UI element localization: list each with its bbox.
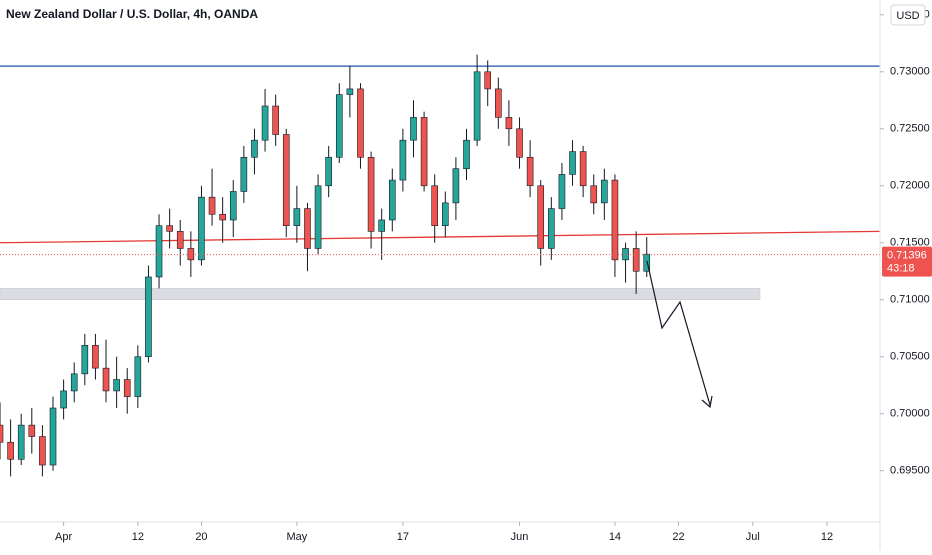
candle-body — [39, 436, 46, 466]
candle-body — [145, 276, 152, 358]
candle-body — [0, 424, 4, 443]
candle-body — [463, 139, 470, 169]
candle-body — [399, 139, 407, 181]
x-tick-label: 12 — [132, 531, 144, 543]
support-zone — [0, 288, 761, 301]
x-tick-label: May — [286, 531, 307, 543]
candle-body — [123, 379, 131, 397]
candle-body — [367, 156, 375, 232]
y-tick-label: 0.70000 — [890, 408, 930, 420]
price-badge — [882, 246, 932, 277]
candle-body — [442, 202, 449, 226]
candle-body — [134, 356, 142, 397]
candle-body — [17, 424, 25, 460]
candle-body — [378, 219, 385, 232]
candle-body — [473, 71, 481, 141]
y-tick-label: 0.71500 — [890, 237, 930, 249]
candle-body — [579, 151, 587, 187]
candle-body — [314, 185, 322, 249]
candle-body — [622, 248, 629, 261]
candle-body — [28, 424, 36, 437]
projection-arrow — [646, 260, 713, 409]
last-price-label: 0.71396 — [887, 250, 927, 262]
y-tick-label: 0.72500 — [890, 123, 930, 135]
candle-body — [526, 156, 534, 187]
candle-body — [166, 225, 173, 232]
candle-body — [335, 94, 343, 158]
countdown: 43:18 — [887, 263, 915, 275]
chart-title: New Zealand Dollar / U.S. Dollar, 4h, OA… — [6, 7, 258, 21]
x-tick-label: 22 — [672, 531, 684, 543]
x-tick-label: 20 — [195, 531, 207, 543]
candle-body — [304, 208, 311, 249]
candle-body — [548, 208, 555, 249]
x-tick-label: Apr — [55, 531, 72, 543]
y-tick-label: 0.73000 — [890, 66, 930, 78]
candle-body — [420, 117, 428, 187]
x-tick-label: Jul — [746, 531, 760, 543]
candle-body — [60, 390, 67, 409]
candle-body — [569, 151, 576, 175]
trend-line — [0, 230, 881, 244]
candle-body — [495, 88, 502, 118]
candle-body — [176, 231, 184, 249]
candle-body — [219, 213, 226, 221]
y-tick-label: 0.70500 — [890, 351, 930, 363]
candle-body — [293, 208, 301, 226]
candle-body — [208, 196, 216, 215]
currency[interactable]: USD — [896, 10, 919, 22]
x-tick-label: 12 — [821, 531, 833, 543]
candle-body — [261, 105, 269, 141]
axes: 0.69500 0.70000 0.70500 0.71000 0.71500 0.720… — [55, 9, 932, 543]
y-tick-label: 0.72000 — [890, 180, 930, 192]
candle-body — [632, 248, 640, 272]
candle-body — [388, 179, 396, 221]
candle-body — [643, 253, 651, 272]
candle-body — [325, 156, 332, 187]
candle-body — [282, 134, 290, 226]
candle-body — [410, 117, 417, 141]
y-tick-label: 0.71000 — [890, 294, 930, 306]
candle-body — [49, 407, 57, 466]
candle-body — [346, 88, 354, 95]
candle-body — [113, 379, 120, 392]
candle-body — [601, 179, 608, 204]
x-tick-label: 17 — [397, 531, 409, 543]
candle-body — [102, 367, 110, 392]
candle-body — [357, 88, 364, 158]
candle-body — [92, 345, 99, 369]
candle-body — [70, 373, 78, 392]
candle-body — [537, 185, 545, 249]
candle-body — [590, 185, 598, 204]
candle-body — [272, 105, 279, 135]
candle-body — [452, 168, 460, 204]
candle-body — [558, 174, 566, 209]
candle-body — [198, 196, 205, 261]
candle-body — [251, 139, 258, 158]
candle-body — [505, 117, 513, 130]
plot-area — [0, 54, 881, 477]
x-tick-label: Jun — [511, 531, 529, 543]
candle-body — [81, 345, 89, 375]
candle-body — [155, 225, 163, 278]
candle-body — [516, 128, 523, 158]
candle-body — [229, 191, 237, 221]
currency-box[interactable] — [890, 4, 926, 26]
y-tick-label: 0.69500 — [890, 465, 930, 477]
candle-body — [484, 71, 492, 90]
candle-body — [431, 185, 438, 226]
candle-body — [240, 156, 248, 192]
candle-body — [187, 248, 195, 261]
x-tick-label: 14 — [609, 531, 621, 543]
candle-body — [7, 441, 14, 460]
candle-body — [611, 179, 619, 261]
